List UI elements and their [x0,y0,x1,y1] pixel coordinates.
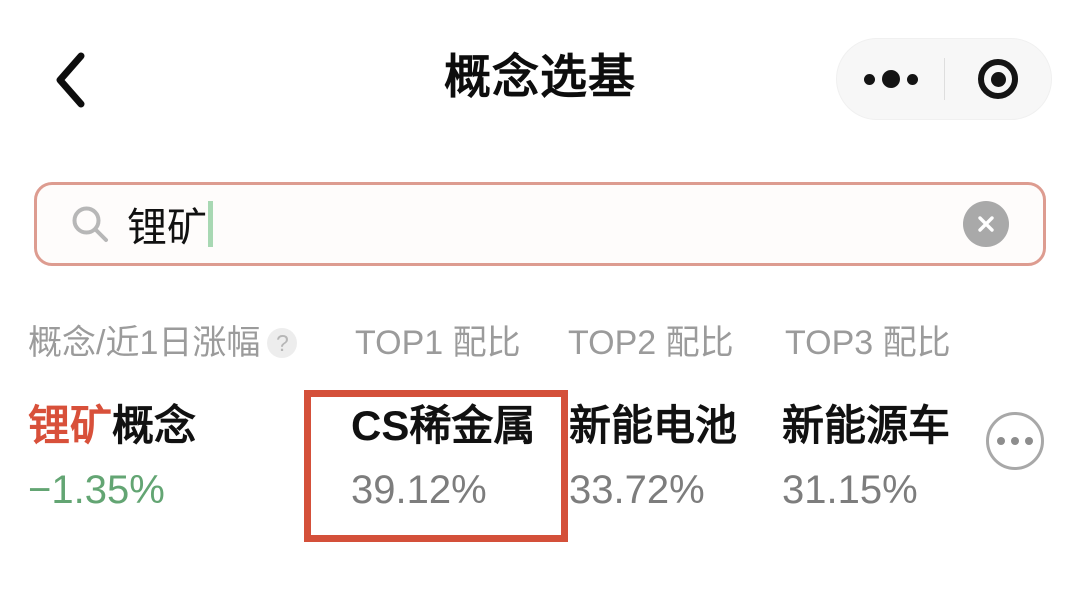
row-more-dot-1 [997,437,1005,445]
column-header-top3: TOP3 配比 [785,324,951,362]
column-header-top1: TOP1 配比 [355,324,521,362]
cell-top2[interactable]: 新能电池 33.72% [569,398,737,518]
row-more-dot-3 [1025,437,1033,445]
cell-top1[interactable]: CS稀金属 39.12% [351,398,535,518]
help-icon[interactable]: ? [267,328,298,358]
capsule-dot-2 [881,70,900,88]
concept-name: 锂矿概念 [28,398,196,454]
more-dots-icon[interactable] [837,39,944,119]
text-caret [208,201,213,247]
more-dots-circle-icon[interactable] [986,412,1044,470]
search-input-value: 锂矿 [127,206,207,250]
page-title: 概念选基 [444,49,636,103]
top3-name: 新能源车 [782,402,951,449]
concept-name-rest: 概念 [112,402,197,449]
target-core [990,71,1006,87]
search-input[interactable]: 锂矿 [127,195,963,253]
wechat-capsule [836,38,1052,120]
top1-name: CS稀金属 [351,402,536,449]
target-circle-icon[interactable] [945,39,1051,119]
table-row[interactable]: 锂矿概念 −1.35% CS稀金属 39.12% 新能电池 33.72% 新能源… [0,398,1080,528]
column-header-top2: TOP2 配比 [568,324,734,362]
chevron-left-icon [53,52,87,108]
column-header-concept: 概念/近1日涨幅 ? [28,318,298,368]
concept-change-value: −1.35% [28,468,165,512]
top1-value: 39.12% [351,468,487,512]
top3-value: 31.15% [782,468,918,512]
capsule-divider [944,58,945,100]
capsule-dot-1 [863,73,875,85]
back-button[interactable] [32,42,108,118]
clear-search-button[interactable] [963,201,1009,247]
concept-name-highlight: 锂矿 [28,402,113,449]
row-more-dot-2 [1011,437,1019,445]
top2-value: 33.72% [569,468,705,512]
cell-top3[interactable]: 新能源车 31.15% [782,398,950,518]
search-bar[interactable]: 锂矿 [34,182,1046,266]
target-ring [978,59,1018,99]
column-header-concept-label: 概念/近1日涨幅 [28,324,261,362]
cell-concept[interactable]: 锂矿概念 −1.35% [28,398,196,518]
search-icon [69,203,111,245]
capsule-dot-3 [906,73,918,85]
top2-name: 新能电池 [569,402,738,449]
table-column-headers: 概念/近1日涨幅 ? TOP1 配比 TOP2 配比 TOP3 配比 [0,318,1080,376]
navigation-bar: 概念选基 [0,0,1080,150]
